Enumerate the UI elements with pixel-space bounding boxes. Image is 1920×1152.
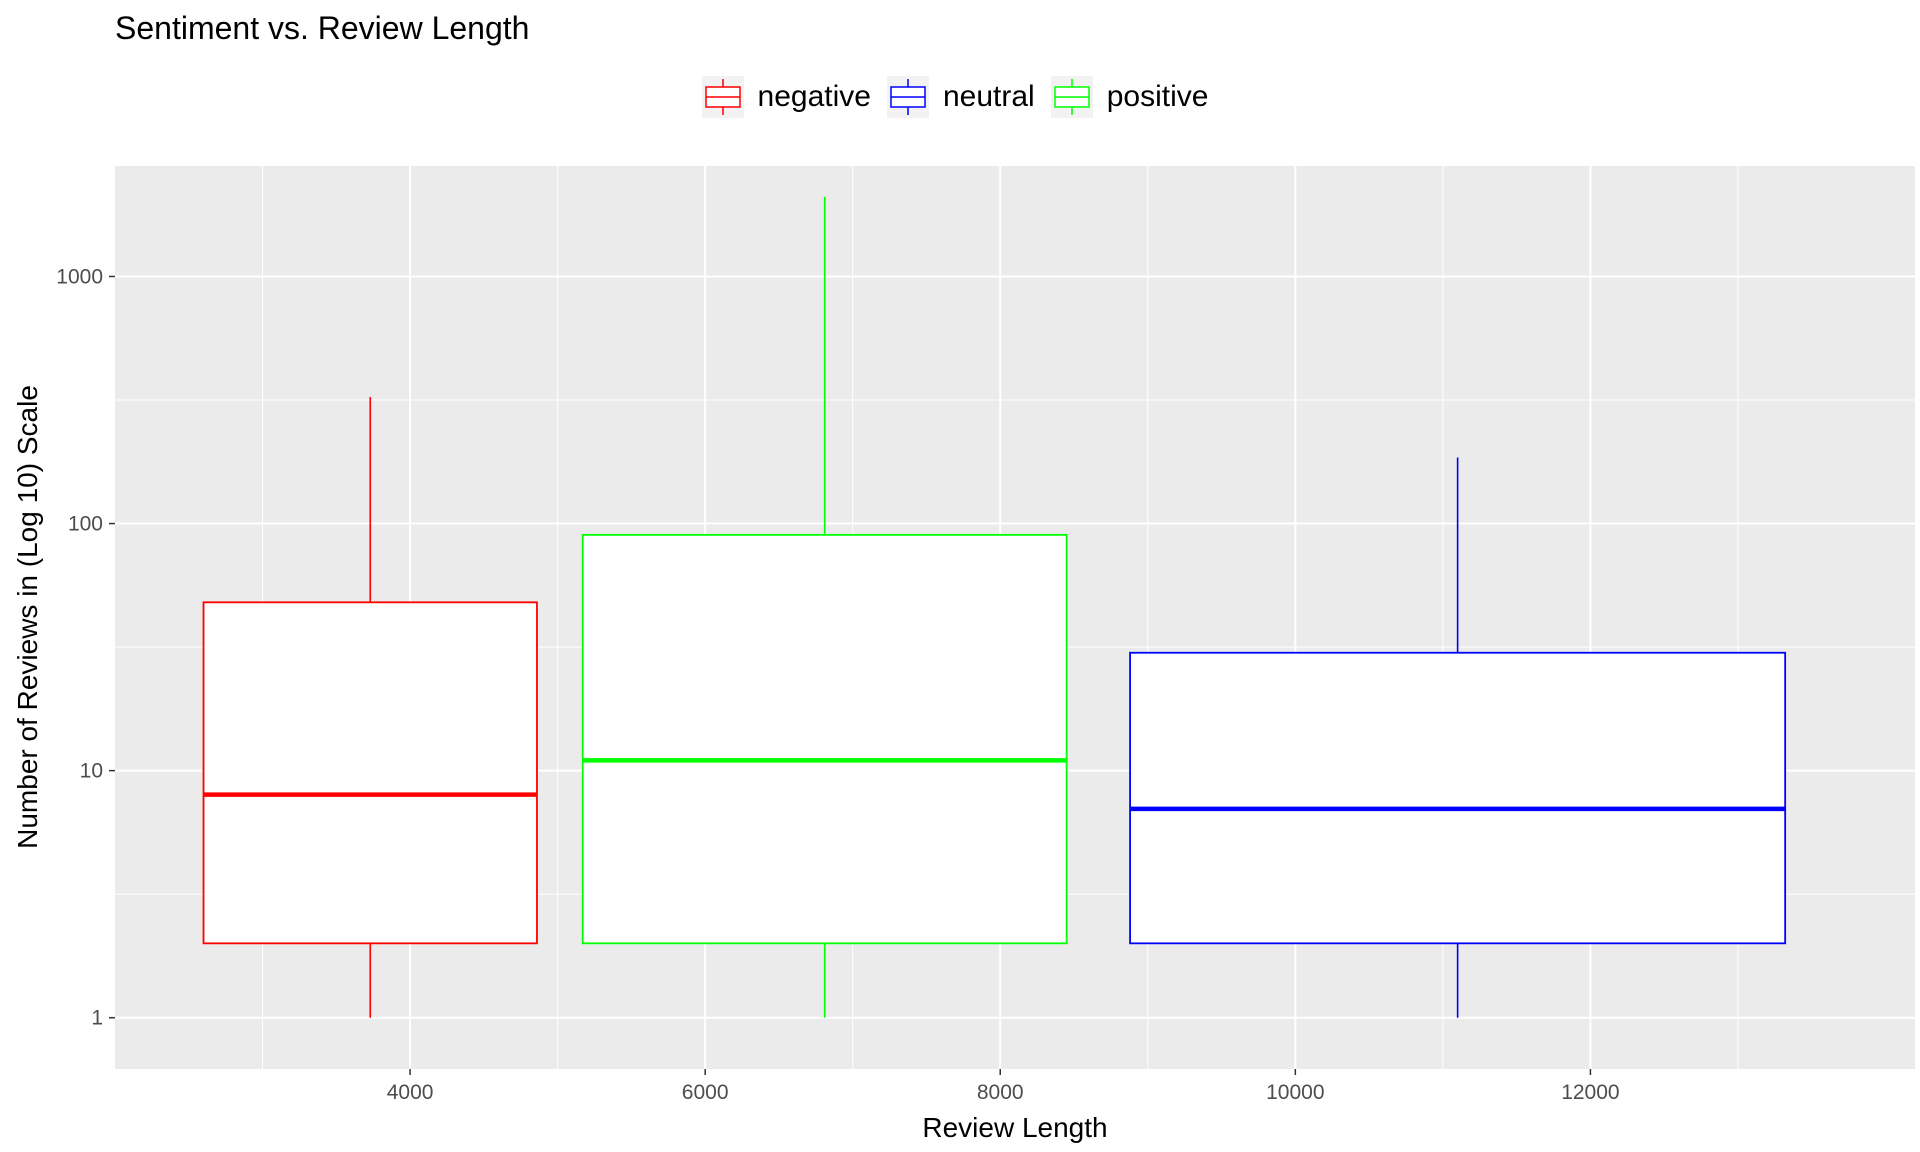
box-body-positive <box>581 533 1068 945</box>
legend-item-neutral[interactable]: neutral <box>886 76 1045 118</box>
legend: negative neutral positive <box>0 76 1920 118</box>
legend-item-negative[interactable]: negative <box>701 76 881 118</box>
legend-label-positive: positive <box>1106 80 1209 113</box>
x-tick-label: 6000 <box>682 1081 729 1104</box>
x-tick-label: 8000 <box>977 1081 1024 1104</box>
x-tick-label: 4000 <box>387 1081 434 1104</box>
boxplot-key-icon <box>890 79 926 115</box>
box-negative <box>202 397 538 1018</box>
legend-item-positive[interactable]: positive <box>1050 76 1219 118</box>
y-tick-label: 1000 <box>56 265 103 288</box>
box-positive <box>581 196 1068 1018</box>
boxplot-key-icon <box>1053 79 1090 115</box>
x-axis-title: Review Length <box>922 1112 1107 1143</box>
legend-label-negative: negative <box>757 80 871 113</box>
boxplot-key-icon <box>704 79 741 115</box>
y-tick-label: 100 <box>68 513 103 536</box>
chart-title: Sentiment vs. Review Length <box>115 10 530 46</box>
boxes <box>202 196 1787 1018</box>
legend-key-negative <box>701 76 744 118</box>
y-axis-title: Number of Reviews in (Log 10) Scale <box>12 385 43 849</box>
legend-key-positive <box>1050 76 1093 118</box>
box-body-neutral <box>1129 651 1787 945</box>
x-tick-label: 12000 <box>1561 1081 1619 1104</box>
y-axis-ticks: 1 10 100 1000 <box>56 265 115 1030</box>
x-axis-ticks: 4000 6000 8000 10000 12000 <box>387 1069 1620 1104</box>
legend-label-neutral: neutral <box>942 80 1035 113</box>
box-neutral <box>1129 457 1787 1018</box>
y-tick-label: 1 <box>91 1007 103 1030</box>
legend-key-neutral <box>886 76 929 118</box>
x-tick-label: 10000 <box>1266 1081 1324 1104</box>
box-body-negative <box>202 601 538 945</box>
y-tick-label: 10 <box>80 760 103 783</box>
